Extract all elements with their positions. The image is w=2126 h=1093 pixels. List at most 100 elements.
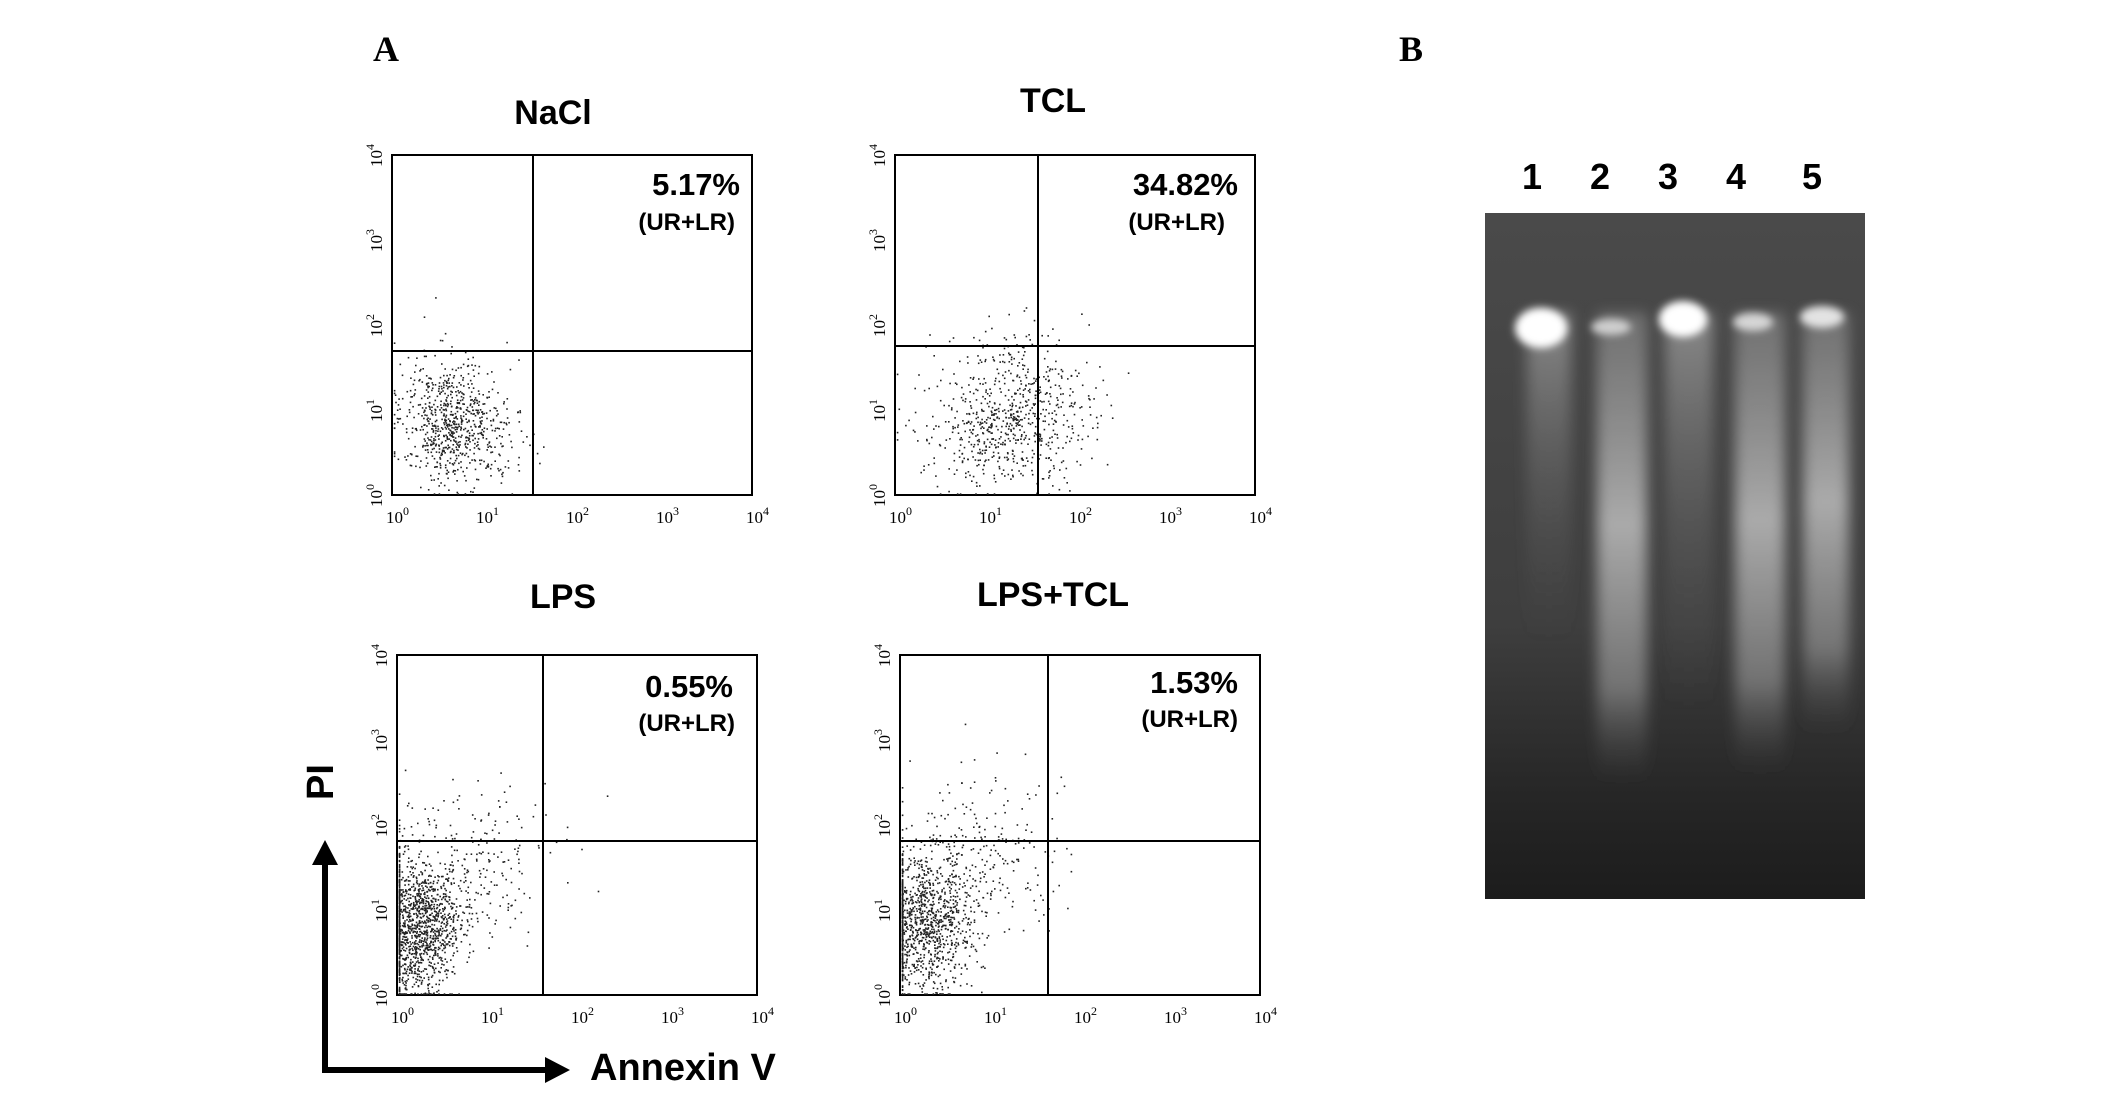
scatter-dot xyxy=(499,468,502,471)
scatter-dot xyxy=(906,909,909,912)
scatter-dot xyxy=(927,913,930,916)
scatter-dot xyxy=(1027,371,1029,373)
scatter-dot xyxy=(928,977,930,980)
scatter-dot xyxy=(478,869,481,872)
scatter-dot xyxy=(506,341,508,344)
scatter-dot xyxy=(958,456,961,458)
scatter-dot xyxy=(948,915,950,917)
scatter-dot xyxy=(426,911,428,913)
scatter-dot xyxy=(411,886,413,888)
scatter-dot xyxy=(514,899,517,902)
scatter-dot xyxy=(445,384,448,387)
scatter-dot xyxy=(973,336,975,339)
scatter-dot xyxy=(414,887,417,890)
scatter-dot xyxy=(464,858,466,861)
scatter-dot xyxy=(427,879,429,881)
scatter-dot xyxy=(446,405,449,408)
scatter-dot xyxy=(448,377,450,380)
scatter-dot xyxy=(953,933,955,936)
scatter-dot xyxy=(913,971,916,973)
lane-4-band xyxy=(1733,313,1773,331)
scatter-dot xyxy=(938,945,941,948)
scatter-dot xyxy=(423,949,425,952)
scatter-dot xyxy=(1049,395,1052,398)
scatter-dot xyxy=(409,948,411,951)
scatter-dot xyxy=(405,931,408,934)
scatter-dot xyxy=(402,972,404,975)
scatter-dot xyxy=(1070,404,1073,407)
scatter-dot xyxy=(1081,384,1084,387)
scatter-dot xyxy=(518,888,520,890)
scatter-dot xyxy=(480,794,483,796)
scatter-dot xyxy=(418,970,421,972)
scatter-dot xyxy=(917,982,920,985)
lane-label: 4 xyxy=(1725,156,1747,197)
scatter-dot xyxy=(434,411,437,414)
scatter-dot xyxy=(428,874,431,877)
scatter-dot xyxy=(500,421,503,424)
scatter-dot xyxy=(1011,860,1013,863)
scatter-dot xyxy=(437,953,439,955)
scatter-dot xyxy=(973,919,976,921)
scatter-dot xyxy=(422,993,425,995)
scatter-dot xyxy=(468,419,470,422)
scatter-dot xyxy=(398,989,401,992)
scatter-dot xyxy=(409,965,412,968)
scatter-dot xyxy=(1070,437,1073,440)
scatter-dot xyxy=(969,423,972,425)
scatter-dot xyxy=(982,432,984,434)
scatter-dot xyxy=(911,930,914,933)
scatter-dot xyxy=(984,360,986,363)
scatter-dot xyxy=(1067,426,1070,428)
scatter-dot xyxy=(992,358,995,361)
scatter-dot xyxy=(432,931,435,933)
scatter-dot xyxy=(918,942,920,945)
scatter-dot xyxy=(409,941,411,943)
scatter-dot xyxy=(398,863,401,866)
scatter-dot xyxy=(398,963,401,965)
scatter-dot xyxy=(503,402,505,405)
y-tick-label: 102 xyxy=(368,814,391,837)
scatter-dot xyxy=(920,912,922,915)
scatter-dot xyxy=(930,953,932,955)
scatter-dot xyxy=(901,886,904,888)
scatter-dot xyxy=(409,389,412,392)
scatter-dot xyxy=(1028,438,1031,440)
scatter-dot xyxy=(424,445,426,447)
scatter-dot xyxy=(901,864,904,866)
scatter-dot xyxy=(1018,362,1021,364)
scatter-dot xyxy=(413,416,415,419)
scatter-dot xyxy=(417,948,420,950)
scatter-dot xyxy=(416,907,419,910)
scatter-dot xyxy=(414,934,416,937)
scatter-dot xyxy=(420,871,422,873)
scatter-dot xyxy=(1005,425,1007,428)
scatter-dot xyxy=(947,860,949,862)
scatter-dot xyxy=(989,792,991,794)
scatter-dot xyxy=(428,820,430,823)
scatter-dot xyxy=(444,970,446,973)
scatter-dot xyxy=(446,961,448,963)
scatter-dot xyxy=(441,903,443,905)
scatter-dot xyxy=(419,370,421,372)
scatter-dot xyxy=(491,936,494,938)
scatter-dot xyxy=(446,424,448,426)
scatter-dot xyxy=(452,966,455,968)
flow-plot-lps-tcl: 1.53% (UR+LR) 100 101 102 103 104 1001011021… xyxy=(871,644,1277,1027)
scatter-dot xyxy=(434,876,436,878)
scatter-dot xyxy=(412,885,415,888)
scatter-dot xyxy=(930,924,932,926)
scatter-dot xyxy=(430,444,433,446)
scatter-dot xyxy=(1008,892,1010,894)
scatter-dot xyxy=(452,868,455,871)
scatter-dot xyxy=(430,474,432,477)
scatter-dot xyxy=(932,911,934,914)
scatter-dot xyxy=(421,932,423,935)
scatter-dot xyxy=(398,928,401,931)
scatter-dot xyxy=(898,408,901,411)
scatter-dot xyxy=(962,939,965,942)
scatter-dot xyxy=(452,464,455,466)
scatter-dot xyxy=(926,820,929,822)
scatter-dot xyxy=(904,917,907,919)
scatter-dot xyxy=(490,446,493,448)
